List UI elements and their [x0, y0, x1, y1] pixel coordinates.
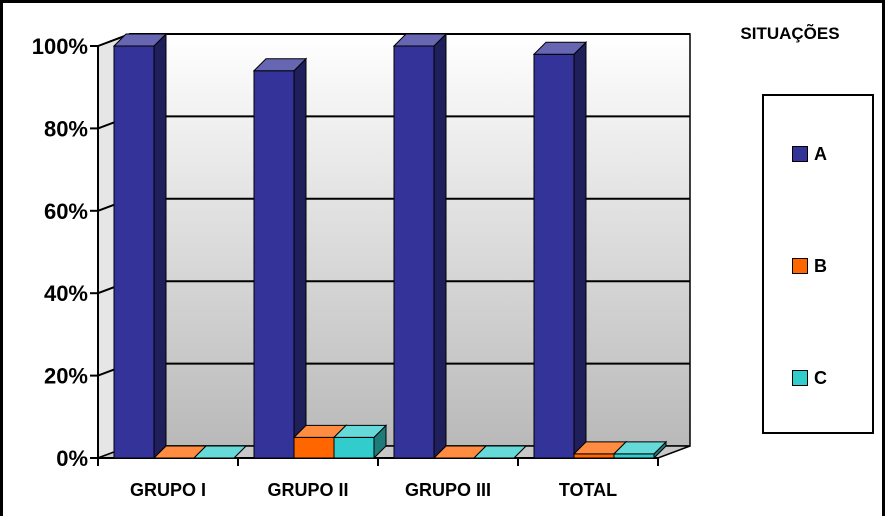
x-tick-label: GRUPO I — [130, 480, 206, 500]
y-tick-label: 40% — [44, 281, 88, 306]
bar-top — [392, 33, 448, 47]
bar-top — [332, 424, 388, 438]
y-tick-label: 100% — [32, 34, 88, 59]
legend-item-c: C — [792, 366, 827, 390]
bar-top — [252, 58, 308, 72]
x-tick-labels: GRUPO I GRUPO II GRUPO III TOTAL — [130, 480, 617, 500]
bar-A-2 — [252, 57, 308, 460]
y-tick-label: 0% — [56, 446, 88, 471]
legend: A B C — [762, 94, 874, 434]
bar-top — [192, 445, 248, 459]
legend-label: B — [814, 255, 827, 276]
bar-front — [333, 436, 375, 459]
legend-swatch — [792, 146, 808, 162]
x-tick-label: GRUPO III — [405, 480, 491, 500]
legend-title: SITUAÇÕES — [740, 24, 840, 43]
bar-A-3 — [392, 32, 448, 460]
bar-C-2 — [332, 424, 388, 460]
bars — [112, 32, 668, 460]
bar-C-4 — [612, 440, 668, 460]
legend-swatch — [792, 370, 808, 386]
legend-label: C — [814, 367, 827, 388]
bar-side — [293, 57, 307, 460]
bar-A-4 — [532, 41, 588, 460]
bar-top — [532, 41, 588, 55]
bar-A-1 — [112, 32, 168, 460]
bar-side — [433, 32, 447, 460]
legend-label: A — [814, 143, 827, 164]
y-tick-label: 80% — [44, 116, 88, 141]
bar-top — [472, 445, 528, 459]
legend-item-a: A — [792, 142, 827, 166]
x-tick-label: TOTAL — [559, 480, 617, 500]
bar-top — [612, 441, 668, 455]
legend-swatch — [792, 258, 808, 274]
y-tick-label: 20% — [44, 364, 88, 389]
bar-side — [573, 41, 587, 460]
bar-front — [573, 453, 615, 459]
bar-front — [393, 45, 435, 459]
bar-C-3 — [472, 445, 528, 459]
bar-front — [293, 436, 335, 459]
bar-front — [253, 70, 295, 459]
x-tick-label: GRUPO II — [267, 480, 348, 500]
y-tick-label: 60% — [44, 199, 88, 224]
y-tick-labels: 0% 20% 40% 60% 80% 100% — [32, 34, 88, 471]
bar-front — [613, 453, 655, 459]
bar-front — [113, 45, 155, 459]
bar-C-1 — [192, 445, 248, 459]
bar-front — [533, 53, 575, 459]
legend-item-b: B — [792, 254, 827, 278]
bar-side — [153, 32, 167, 460]
bar-top — [112, 33, 168, 47]
